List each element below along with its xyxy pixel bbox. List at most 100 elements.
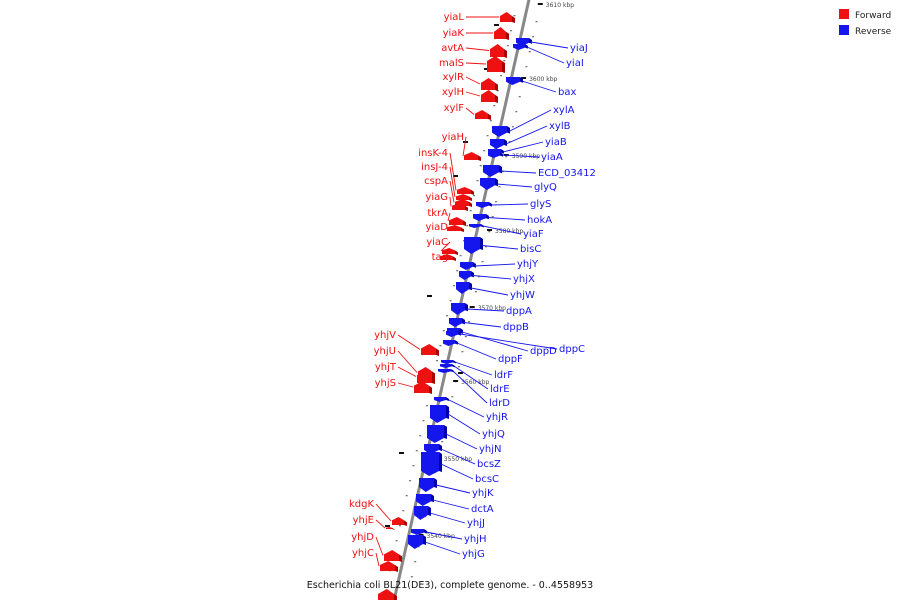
axis-dot [488, 231, 491, 233]
gene-leader-line [375, 536, 384, 556]
axis-dot [461, 351, 464, 353]
axis-dot [402, 510, 405, 512]
axis-dot [439, 345, 442, 347]
forward-genes: yiaL yiaK avtA malS xylR xylH xylF yiaH insK-4 in… [349, 12, 515, 600]
gene-shape [378, 589, 397, 600]
gene-leader-line [472, 275, 512, 280]
gene-shape [464, 237, 483, 254]
gene-label-yiad: yiaD [425, 222, 448, 233]
gene-label-xylr: xylR [442, 72, 464, 83]
gene-label-ldrd: ldrD [489, 398, 510, 409]
gene-shape [443, 340, 458, 346]
axis-dot [399, 525, 401, 527]
gene-label-yhjy: yhjY [517, 259, 539, 270]
gene-shape [481, 90, 498, 103]
gene-label-insj-4: insJ-4 [421, 162, 448, 173]
axis-dot [501, 171, 504, 173]
gene-label-yhjh: yhjH [464, 534, 487, 545]
gene-label-yhjk: yhjK [472, 488, 494, 499]
gene-label-hoka: hokA [527, 215, 552, 226]
axis-dot [441, 441, 444, 443]
gene-leader-line [445, 226, 451, 229]
axis-dot [414, 561, 417, 563]
kbp-tick [453, 380, 459, 382]
gene-shape [427, 425, 447, 443]
axis-dot [474, 291, 477, 293]
gene-shape [456, 282, 472, 294]
gene-shape [441, 360, 456, 364]
gene-shape [449, 217, 466, 226]
gene-leader-line [465, 107, 475, 115]
gene-leader-line [530, 41, 569, 49]
gene-shape [476, 202, 492, 208]
axis-dot [491, 216, 494, 218]
axis-dot [535, 21, 538, 23]
gene-label-yhje: yhjE [353, 515, 374, 526]
gene-label-dppb: dppB [503, 322, 529, 333]
gene-label-bisc: bisC [520, 244, 541, 255]
kbp-tick [487, 229, 492, 231]
gene-shape [440, 364, 455, 368]
gene-leader-line [432, 499, 470, 510]
gene-shape [446, 331, 461, 337]
axis-dot [503, 60, 506, 62]
gene-label-bax: bax [558, 87, 576, 98]
gene-label-yhjw: yhjW [510, 290, 535, 301]
gene-shape [414, 506, 431, 520]
axis-dot [468, 321, 471, 323]
axis-dot [452, 285, 455, 287]
gene-leader-line [474, 263, 516, 267]
gene-leader-line [461, 331, 529, 352]
gene-shape [384, 550, 402, 562]
axis-dot [466, 225, 469, 227]
axis-dot [410, 576, 413, 578]
gene-shape [449, 318, 465, 327]
gene-label-cspa: cspA [424, 176, 448, 187]
gene-label-yiac: yiaC [426, 237, 448, 248]
gene-label-dppf: dppF [498, 354, 523, 365]
gene-shape [457, 187, 474, 195]
gene-leader-line [449, 166, 456, 198]
gene-leader-line [452, 370, 488, 404]
axis-dot [476, 180, 479, 182]
gene-shape [442, 248, 458, 255]
kbp-label: 3550 kbp [444, 456, 472, 463]
gene-label-yiai: yiaI [566, 58, 584, 69]
gene-leader-line [375, 519, 386, 529]
gene-shape [411, 529, 427, 535]
gene-label-kdgk: kdgK [349, 499, 374, 510]
gene-label-yhjr: yhjR [486, 412, 508, 423]
gene-leader-line [445, 433, 478, 450]
gene-leader-line [440, 463, 474, 480]
gene-label-ecd-03412: ECD_03412 [538, 168, 596, 179]
gene-leader-line [425, 531, 463, 540]
axis-dot [518, 96, 521, 98]
gene-label-tkra: tkrA [427, 208, 448, 219]
gene-leader-line [462, 136, 467, 157]
gene-label-yhjj: yhjJ [467, 518, 485, 529]
axis-dot [464, 336, 467, 338]
gene-shape [483, 165, 502, 177]
axis-dot [469, 210, 472, 212]
gene-leader-line [449, 196, 452, 207]
axis-dot [532, 36, 535, 38]
axis-dot [425, 405, 428, 407]
kbp-label: 3600 kbp [529, 76, 557, 83]
gene-leader-line [466, 308, 505, 312]
gene-label-xylh: xylH [442, 87, 464, 98]
axis-dot [446, 315, 449, 317]
axis-dot [493, 105, 496, 107]
gene-shape [460, 262, 476, 270]
gene-shape [494, 27, 509, 40]
gene-shape [421, 452, 442, 476]
gene-label-glyq: glyQ [534, 182, 557, 193]
axis-dot [495, 201, 498, 203]
feature-dash [453, 175, 458, 177]
gene-label-yiaj: yiaJ [570, 43, 588, 54]
gene-label-yhjg: yhjG [462, 549, 485, 560]
gene-leader-line [397, 350, 418, 373]
gene-label-yhjq: yhjQ [482, 429, 505, 440]
axis-dot [419, 435, 422, 437]
gene-label-mals: malS [439, 58, 464, 69]
